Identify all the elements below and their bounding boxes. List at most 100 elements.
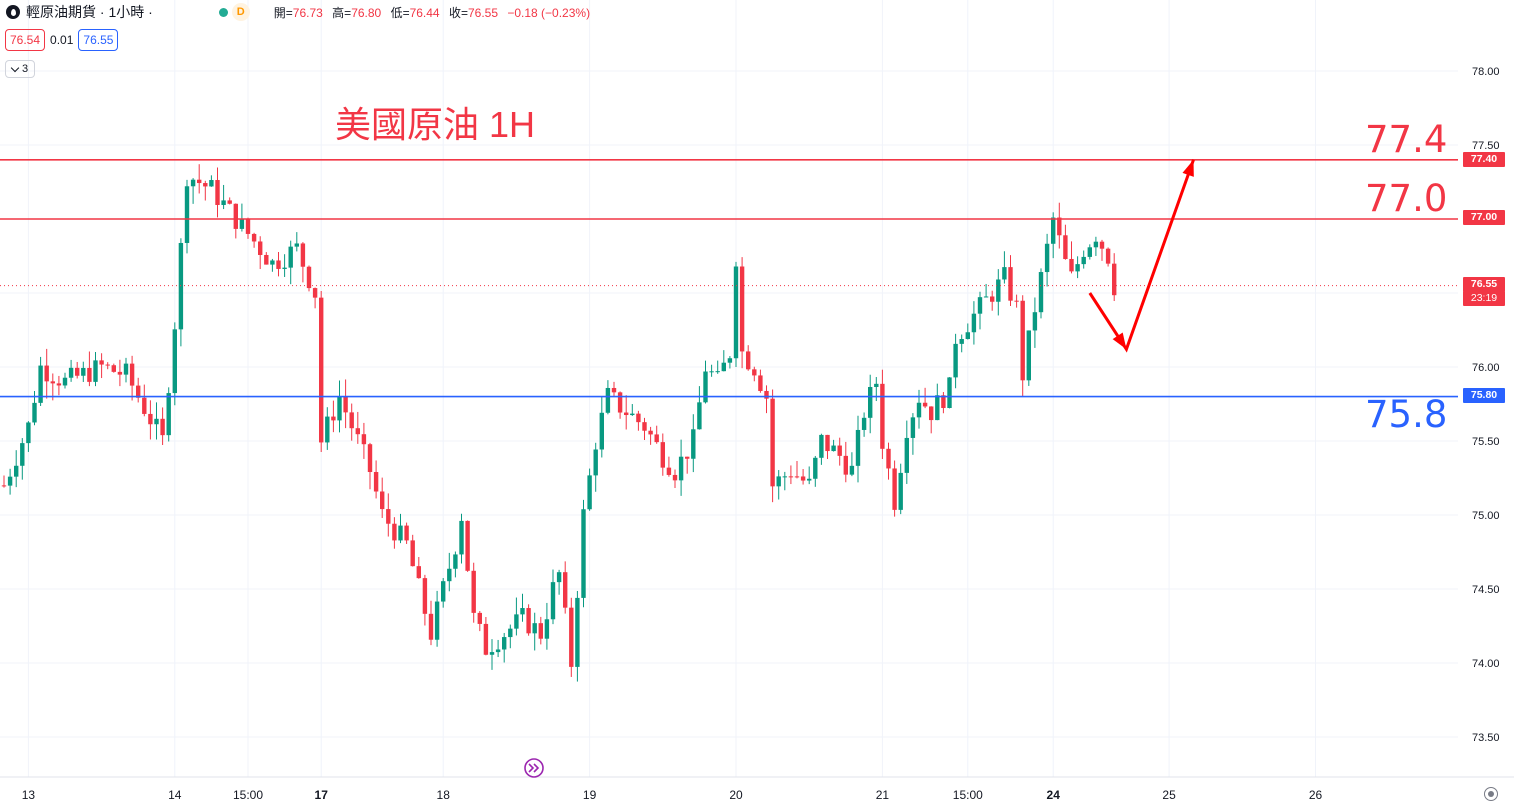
- candle: [965, 323, 970, 340]
- candle: [556, 569, 562, 595]
- candle: [373, 460, 379, 499]
- candle: [1032, 297, 1038, 348]
- candle-body: [26, 422, 31, 444]
- data-delay-badge[interactable]: D: [231, 3, 250, 21]
- candle: [990, 290, 995, 311]
- candle-body: [550, 582, 556, 620]
- candle-body: [630, 413, 635, 416]
- candle-body: [721, 362, 726, 372]
- candle: [971, 301, 977, 345]
- candle-body: [1112, 263, 1117, 296]
- candle: [1014, 294, 1019, 308]
- candle: [617, 391, 623, 419]
- candle-body: [14, 465, 19, 477]
- candle: [794, 461, 800, 479]
- candle: [81, 361, 86, 382]
- candle-body: [837, 445, 842, 456]
- candle: [1, 475, 7, 488]
- candle: [495, 639, 501, 658]
- settings-gear-icon[interactable]: [1484, 787, 1498, 801]
- candle: [1051, 212, 1056, 259]
- candle-body: [319, 297, 324, 443]
- candle: [215, 167, 220, 218]
- candle-body: [904, 437, 909, 473]
- candle: [270, 258, 275, 272]
- candle-body: [794, 476, 800, 478]
- candle: [410, 534, 415, 567]
- candle: [87, 351, 92, 387]
- time-axis[interactable]: 13 14 15:00 17 18 19 20 21 15:00 24 25 26: [0, 776, 1514, 802]
- candle: [245, 217, 251, 239]
- candle-body: [922, 402, 928, 407]
- candle: [404, 522, 409, 544]
- candle-body: [245, 218, 251, 234]
- sell-price-button[interactable]: 76.54: [5, 29, 46, 51]
- candle: [947, 377, 952, 409]
- price-axis-bg: [1458, 0, 1514, 810]
- level-label-77-4[interactable]: 77.4: [1365, 118, 1448, 161]
- candle: [325, 407, 330, 450]
- candle-body: [81, 367, 86, 376]
- candle-body: [581, 509, 586, 598]
- candle: [1020, 295, 1025, 397]
- candle: [727, 356, 733, 369]
- candle-body: [563, 572, 568, 608]
- candle: [910, 413, 916, 455]
- price-axis[interactable]: 73.5074.0074.5075.0075.5076.0076.5077.00…: [1458, 0, 1514, 810]
- symbol-title[interactable]: 輕原油期貨 · 1小時 ·: [26, 4, 153, 20]
- goto-realtime-icon[interactable]: [524, 758, 544, 778]
- candle: [258, 236, 263, 270]
- candle-body: [624, 412, 629, 416]
- candle: [770, 389, 775, 503]
- candle-body: [288, 246, 293, 268]
- candle: [813, 455, 818, 487]
- candle-body: [605, 387, 611, 413]
- candle-body: [123, 363, 129, 375]
- candle-body: [648, 430, 653, 435]
- candle: [1002, 251, 1007, 284]
- candle: [544, 602, 550, 650]
- candle-body: [453, 554, 458, 569]
- candle-body: [386, 509, 391, 524]
- buy-price-button[interactable]: 76.55: [78, 29, 119, 51]
- candle-body: [947, 377, 952, 409]
- candle: [825, 434, 830, 460]
- candle: [447, 552, 452, 592]
- candle-body: [746, 351, 751, 370]
- candle-body: [300, 243, 306, 267]
- candle-body: [709, 371, 714, 373]
- candle-body: [62, 377, 68, 386]
- candle: [538, 616, 543, 645]
- market-status[interactable]: D: [218, 3, 250, 21]
- candle-body: [910, 417, 916, 438]
- candle-body: [148, 413, 153, 425]
- level-label-75-8[interactable]: 75.8: [1365, 393, 1448, 436]
- candle-body: [1105, 248, 1111, 264]
- chevron-down-icon: [10, 63, 20, 72]
- candle: [941, 392, 946, 414]
- candle-body: [508, 628, 513, 638]
- chart-annotation-title[interactable]: 美國原油 1H: [335, 104, 536, 145]
- low-value: 76.44: [409, 5, 440, 20]
- candle-body: [160, 418, 165, 436]
- candle-body: [428, 613, 434, 640]
- level-label-77-0[interactable]: 77.0: [1365, 177, 1448, 220]
- candle-body: [44, 365, 49, 382]
- candle: [514, 597, 519, 636]
- indicators-collapse-button[interactable]: 3: [5, 60, 36, 78]
- candle: [868, 374, 873, 434]
- candle-body: [447, 568, 452, 582]
- candle-body: [849, 465, 855, 475]
- candle: [441, 578, 446, 608]
- candle: [861, 412, 867, 437]
- time-tick-label: 15:00: [953, 788, 983, 802]
- projection-path: [1088, 159, 1195, 353]
- candle: [709, 364, 714, 377]
- candle: [660, 433, 665, 476]
- level-tag-77-00: 77.00: [1463, 210, 1505, 225]
- candle: [312, 287, 318, 309]
- candle: [654, 425, 659, 444]
- candle: [392, 517, 397, 549]
- candle: [489, 639, 495, 670]
